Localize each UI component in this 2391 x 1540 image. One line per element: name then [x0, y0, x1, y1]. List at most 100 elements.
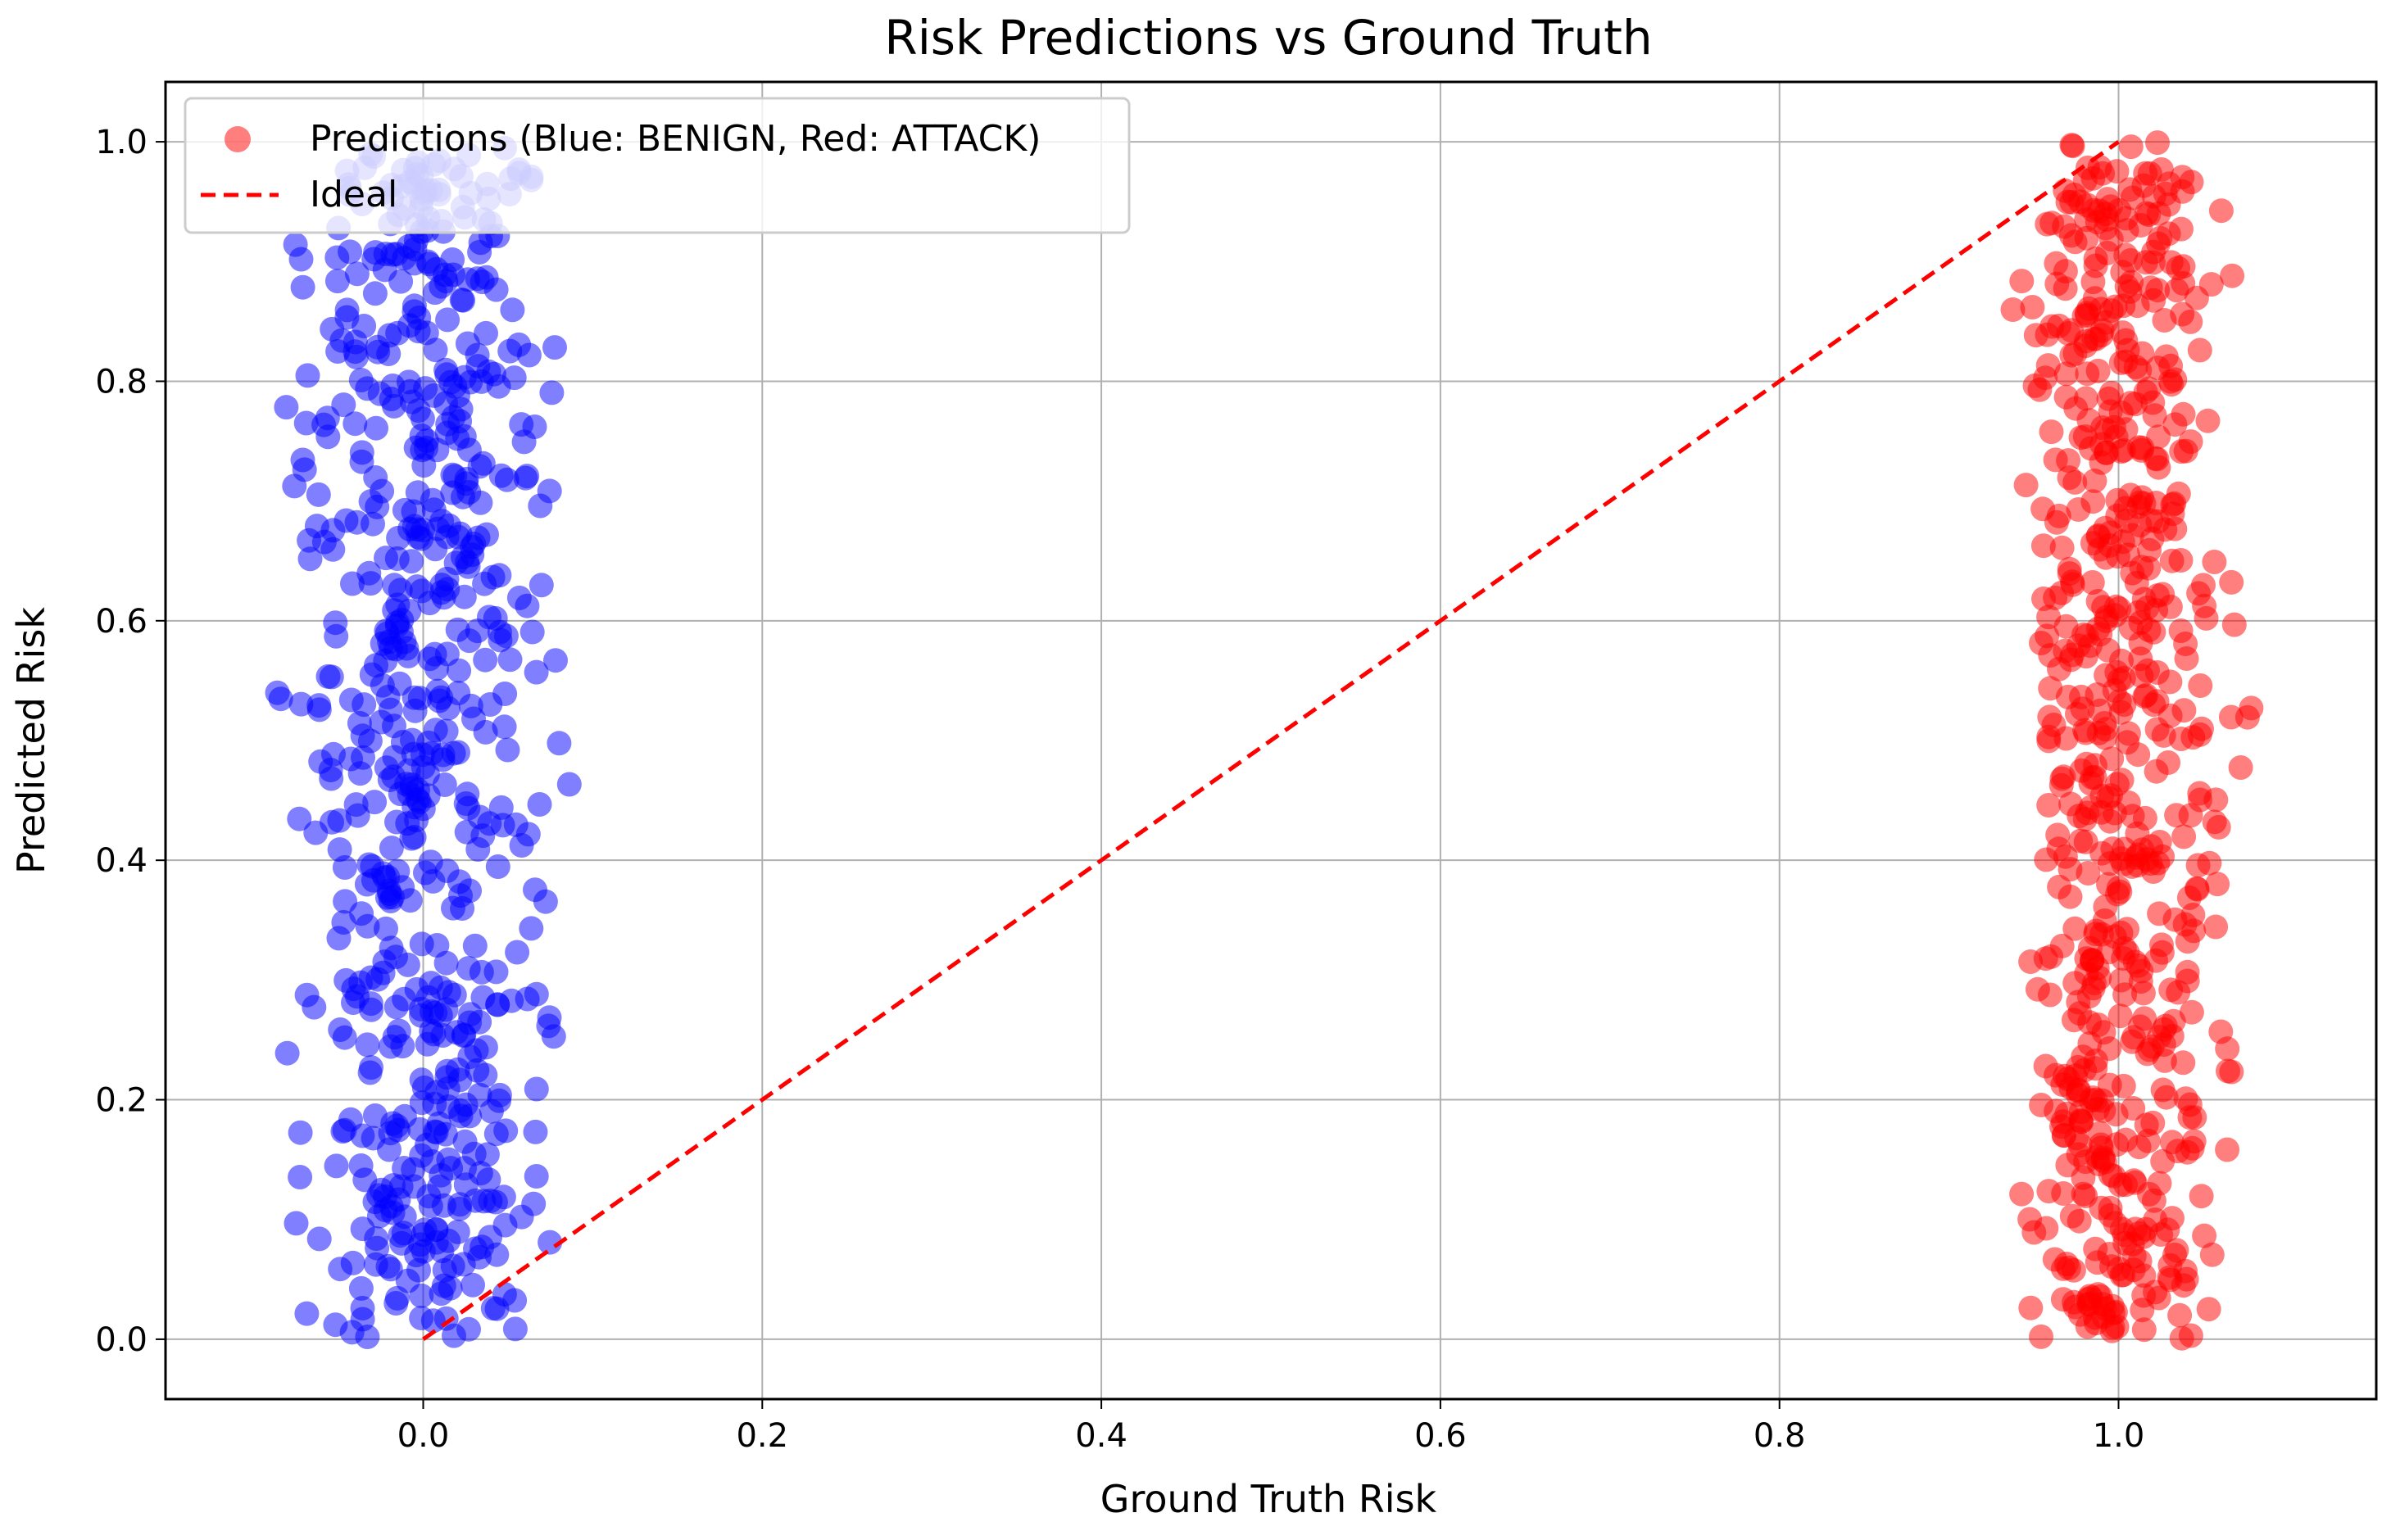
attack-point: [2080, 570, 2105, 595]
attack-point: [2030, 496, 2056, 522]
benign-point: [445, 1219, 470, 1244]
attack-point: [2035, 353, 2061, 378]
benign-point: [409, 1306, 434, 1330]
benign-point: [424, 656, 449, 681]
benign-point: [343, 339, 368, 365]
attack-point: [2144, 759, 2169, 784]
attack-point: [2085, 1250, 2110, 1275]
benign-point: [348, 368, 374, 392]
attack-point: [2044, 271, 2070, 297]
benign-point: [324, 623, 349, 649]
benign-point: [315, 424, 341, 450]
benign-point: [521, 1191, 547, 1216]
attack-point: [2088, 698, 2112, 723]
benign-point: [477, 605, 501, 630]
legend-box: [184, 97, 1131, 234]
attack-point: [2009, 1181, 2035, 1207]
benign-point: [399, 549, 424, 574]
attack-point: [2113, 1127, 2139, 1153]
attack-point: [2141, 692, 2166, 718]
benign-point: [454, 471, 479, 496]
benign-point: [302, 994, 327, 1020]
benign-point: [519, 619, 545, 645]
attack-point: [2164, 278, 2189, 303]
attack-point: [2167, 1302, 2193, 1328]
benign-point: [470, 270, 495, 295]
attack-point: [2099, 746, 2125, 772]
benign-point: [411, 518, 435, 542]
benign-point: [374, 546, 398, 571]
benign-point: [288, 247, 314, 272]
ideal-line: [422, 140, 2120, 1341]
attack-point: [2149, 932, 2174, 958]
attack-point: [2138, 851, 2163, 876]
benign-point: [467, 454, 492, 479]
x-tick-label: 0.4: [1075, 1417, 1127, 1455]
attack-point: [2150, 1148, 2175, 1174]
benign-point: [467, 239, 492, 265]
attack-point: [2159, 1130, 2185, 1155]
attack-point: [2105, 544, 2130, 569]
attack-point: [2087, 155, 2112, 180]
benign-point: [547, 731, 572, 756]
attack-point: [2131, 173, 2157, 198]
benign-point: [441, 262, 466, 288]
benign-point: [473, 1062, 498, 1088]
benign-point: [416, 730, 442, 755]
attack-point: [2143, 1280, 2168, 1305]
benign-point: [409, 931, 434, 957]
benign-point: [446, 740, 470, 765]
benign-point: [533, 889, 558, 914]
attack-point: [2112, 935, 2137, 961]
benign-point: [306, 1226, 332, 1252]
benign-point: [505, 940, 530, 965]
attack-point: [2202, 809, 2227, 835]
benign-point: [427, 1174, 452, 1199]
attack-point: [2058, 857, 2083, 882]
benign-point: [319, 664, 344, 690]
benign-point: [306, 482, 331, 507]
chart-title: Risk Predictions vs Ground Truth: [884, 10, 1652, 66]
benign-point: [333, 508, 359, 533]
attack-point: [2107, 1003, 2133, 1029]
attack-point: [2161, 1008, 2186, 1034]
attack-point: [2185, 876, 2210, 902]
attack-point: [2155, 1217, 2180, 1243]
attack-point: [2077, 1284, 2103, 1309]
benign-point: [451, 584, 477, 609]
attack-point: [2105, 487, 2130, 513]
benign-point: [483, 959, 509, 985]
attack-point: [2134, 1112, 2159, 1138]
attack-point: [2018, 1295, 2044, 1320]
benign-point: [320, 537, 346, 562]
benign-point: [297, 546, 323, 572]
benign-point: [529, 573, 554, 598]
attack-point: [2153, 1085, 2179, 1110]
benign-point: [359, 1055, 383, 1080]
benign-point: [386, 1018, 411, 1044]
benign-point: [352, 1167, 378, 1193]
benign-point: [429, 580, 454, 605]
benign-point: [457, 1044, 483, 1070]
benign-point: [363, 465, 388, 490]
attack-point: [2038, 676, 2063, 701]
attack-point: [2219, 569, 2244, 595]
attack-point: [2039, 419, 2064, 445]
benign-point: [447, 658, 472, 683]
attack-point: [2139, 1034, 2165, 1059]
benign-point: [324, 1153, 349, 1179]
attack-point: [2084, 326, 2109, 351]
benign-point: [377, 323, 402, 348]
attack-point: [2036, 724, 2062, 750]
benign-point: [493, 623, 519, 649]
attack-point: [2131, 1317, 2157, 1343]
attack-point: [2062, 916, 2088, 941]
benign-point: [483, 1189, 508, 1215]
benign-point: [493, 1118, 519, 1144]
attack-point: [2199, 1242, 2225, 1267]
attack-point: [2169, 439, 2194, 464]
benign-point: [333, 967, 359, 993]
attack-point: [2158, 977, 2184, 1003]
benign-point: [274, 395, 299, 420]
attack-point: [2127, 1014, 2153, 1040]
